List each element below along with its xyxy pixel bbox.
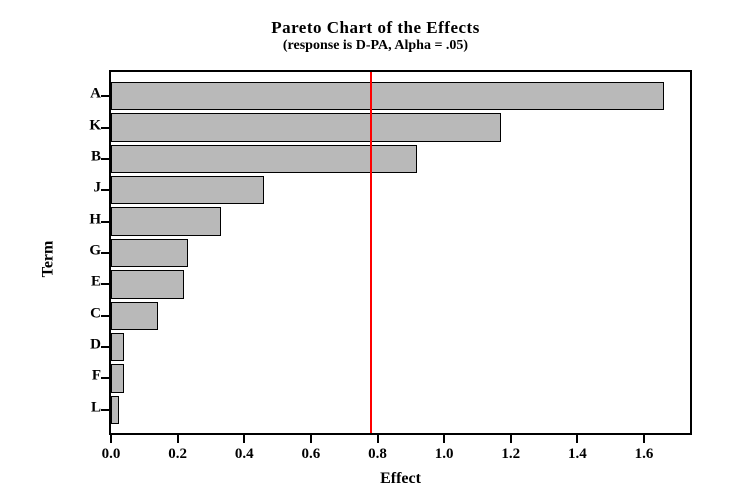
- y-tick-label: A: [31, 86, 101, 103]
- y-tick-label: D: [31, 337, 101, 354]
- x-tick-label: 0.4: [235, 446, 254, 463]
- x-tick-label: 1.2: [501, 446, 520, 463]
- y-tick: [101, 158, 109, 160]
- x-tick: [643, 435, 645, 443]
- x-tick: [510, 435, 512, 443]
- chart-subtitle: (response is D-PA, Alpha = .05): [0, 38, 751, 54]
- y-tick: [101, 409, 109, 411]
- bar: [111, 364, 124, 392]
- x-tick: [377, 435, 379, 443]
- y-tick-label: F: [31, 368, 101, 385]
- x-tick: [110, 435, 112, 443]
- x-tick-label: 0.0: [102, 446, 121, 463]
- y-tick: [101, 95, 109, 97]
- x-tick: [310, 435, 312, 443]
- y-tick-label: C: [31, 305, 101, 322]
- x-tick: [177, 435, 179, 443]
- bar: [111, 176, 264, 204]
- bar: [111, 82, 664, 110]
- chart-title: Pareto Chart of the Effects: [0, 18, 751, 38]
- x-tick-label: 0.8: [368, 446, 387, 463]
- plot-area: 0.00.20.40.60.81.01.21.41.6 Effect: [109, 70, 692, 435]
- y-tick: [101, 252, 109, 254]
- x-tick-label: 1.4: [568, 446, 587, 463]
- y-tick-label: H: [31, 211, 101, 228]
- y-tick-label: E: [31, 274, 101, 291]
- x-tick-label: 1.0: [435, 446, 454, 463]
- x-tick-label: 1.6: [635, 446, 654, 463]
- y-tick: [101, 283, 109, 285]
- y-tick: [101, 377, 109, 379]
- bars-group: [111, 72, 690, 433]
- x-tick-label: 0.2: [168, 446, 187, 463]
- chart-titles: Pareto Chart of the Effects (response is…: [0, 0, 751, 54]
- y-tick: [101, 221, 109, 223]
- x-tick: [243, 435, 245, 443]
- x-tick: [443, 435, 445, 443]
- bar: [111, 207, 221, 235]
- y-tick: [101, 127, 109, 129]
- bar: [111, 396, 119, 424]
- bar: [111, 239, 188, 267]
- pareto-chart: Pareto Chart of the Effects (response is…: [0, 0, 751, 500]
- x-tick-label: 0.6: [302, 446, 321, 463]
- reference-line: [370, 72, 372, 433]
- y-tick: [101, 346, 109, 348]
- bar: [111, 270, 184, 298]
- y-tick-label: J: [31, 180, 101, 197]
- y-tick: [101, 189, 109, 191]
- y-tick-label: G: [31, 243, 101, 260]
- bar: [111, 333, 124, 361]
- y-tick: [101, 315, 109, 317]
- x-tick: [576, 435, 578, 443]
- bar: [111, 302, 158, 330]
- x-axis-title: Effect: [380, 470, 421, 488]
- y-tick-label: B: [31, 148, 101, 165]
- y-tick-label: K: [31, 117, 101, 134]
- bar: [111, 113, 501, 141]
- y-tick-label: L: [31, 399, 101, 416]
